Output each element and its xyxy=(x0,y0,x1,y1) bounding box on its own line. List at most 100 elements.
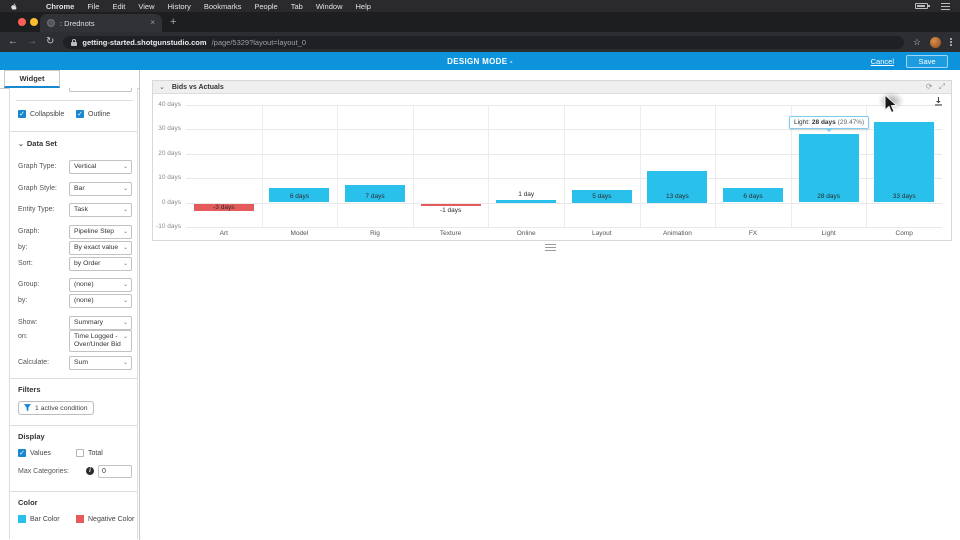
checkbox-checked-icon[interactable]: ✓ xyxy=(76,110,84,118)
y-axis-tick-label: 30 days xyxy=(158,125,181,132)
clipped-field[interactable] xyxy=(69,88,132,92)
menu-list-icon[interactable] xyxy=(941,2,950,10)
outline-checkbox[interactable]: ✓ Outline xyxy=(76,110,111,118)
close-window-button[interactable] xyxy=(18,18,26,26)
field-label: Show: xyxy=(18,318,38,326)
tab-close-icon[interactable]: × xyxy=(150,18,155,27)
values-checkbox[interactable]: ✓ Values xyxy=(18,449,51,457)
chrome-menu-icon[interactable] xyxy=(950,38,952,46)
field-select[interactable]: Bar ⌄ xyxy=(69,181,132,196)
profile-avatar[interactable] xyxy=(930,36,941,48)
x-axis-label-light: Light xyxy=(821,230,836,237)
bar-color-setting[interactable]: Bar Color xyxy=(18,515,60,523)
negative-color-swatch[interactable] xyxy=(76,515,84,523)
color-section-header: Color xyxy=(18,498,38,507)
x-axis-label-comp: Comp xyxy=(895,230,913,237)
download-chart-icon[interactable] xyxy=(934,97,943,106)
field-label: Graph Type: xyxy=(18,162,57,170)
browser-tab-strip: : Drednots × + xyxy=(0,12,960,32)
menu-item[interactable]: Chrome xyxy=(46,1,75,11)
v-gridline xyxy=(261,104,263,227)
v-gridline xyxy=(866,104,868,227)
menu-item[interactable]: View xyxy=(138,1,155,11)
browser-tab[interactable]: : Drednots × xyxy=(40,14,162,32)
v-gridline xyxy=(639,104,641,227)
bar-online[interactable] xyxy=(496,200,557,203)
v-gridline xyxy=(412,104,414,227)
bar-light[interactable] xyxy=(798,133,859,203)
menu-item[interactable]: File xyxy=(87,1,100,11)
field-select[interactable]: Time Logged - Over/Under Bid ⌄ xyxy=(69,330,132,353)
y-axis-tick-label: 10 days xyxy=(158,174,181,181)
forward-icon[interactable]: → xyxy=(27,36,37,47)
save-button[interactable]: Save xyxy=(906,54,948,68)
v-gridline xyxy=(790,104,792,227)
active-condition-button[interactable]: 1 active condition xyxy=(18,401,94,415)
checkbox-checked-icon[interactable]: ✓ xyxy=(18,449,26,457)
checkbox-unchecked-icon[interactable] xyxy=(76,449,84,457)
bar-value-label: 6 days xyxy=(743,192,763,200)
bar-layout[interactable] xyxy=(571,190,632,203)
widget-header[interactable]: ⌄ Bids vs Actuals ⟳ ⤢ xyxy=(153,81,951,94)
max-categories-input[interactable] xyxy=(98,465,132,478)
bar-chart-plot: 40 days 30 days 20 days 10 days 0 days -10 da… xyxy=(153,94,951,240)
field-label: Graph Style: xyxy=(18,184,57,192)
dataset-section-header[interactable]: ⌄ Data Set xyxy=(18,139,57,148)
address-bar[interactable]: getting-started.shotgunstudio.com /page/… xyxy=(63,35,904,49)
back-icon[interactable]: ← xyxy=(8,36,18,47)
chevron-down-icon[interactable]: ⌄ xyxy=(159,84,165,91)
v-gridline xyxy=(488,104,490,227)
bar-animation[interactable] xyxy=(647,170,708,203)
bar-fx[interactable] xyxy=(723,187,783,203)
collapsible-checkbox[interactable]: ✓ Collapsible xyxy=(18,110,65,118)
menu-item[interactable]: Help xyxy=(355,1,371,11)
bar-model[interactable] xyxy=(269,187,330,203)
total-checkbox[interactable]: Total xyxy=(76,449,103,457)
field-select[interactable]: Task ⌄ xyxy=(69,202,132,217)
field-select[interactable]: Vertical ⌄ xyxy=(69,159,132,174)
new-tab-button[interactable]: + xyxy=(170,16,177,28)
minimize-window-button[interactable] xyxy=(30,18,38,26)
field-label: Group: xyxy=(18,281,40,288)
field-select[interactable]: Summary ⌄ xyxy=(69,315,132,330)
field-select[interactable]: by Order ⌄ xyxy=(69,256,132,271)
menu-item[interactable]: Edit xyxy=(112,1,126,11)
menu-item[interactable]: Bookmarks xyxy=(203,1,242,11)
chevron-down-icon: ⌄ xyxy=(122,282,128,288)
info-icon[interactable]: i xyxy=(86,467,94,475)
bar-comp[interactable] xyxy=(874,121,935,203)
bar-rig[interactable] xyxy=(345,185,405,203)
refresh-widget-icon[interactable]: ⟳ xyxy=(925,82,933,91)
bar-value-label: 13 days xyxy=(666,192,689,200)
popout-widget-icon[interactable]: ⤢ xyxy=(938,82,945,91)
cancel-link[interactable]: Cancel xyxy=(870,56,894,66)
negative-color-setting[interactable]: Negative Color xyxy=(76,515,134,523)
field-select[interactable]: (none) ⌄ xyxy=(69,278,132,293)
checkbox-checked-icon[interactable]: ✓ xyxy=(18,110,26,118)
menu-item[interactable]: People xyxy=(254,1,278,11)
field-select[interactable]: By exact value ⌄ xyxy=(69,240,132,255)
y-axis-tick-label: 0 days xyxy=(161,198,181,206)
v-gridline xyxy=(564,104,565,227)
menu-item[interactable]: History xyxy=(167,1,191,11)
field-select[interactable]: Sum ⌄ xyxy=(69,355,132,370)
tab-widget[interactable]: Widget xyxy=(4,70,60,88)
bar-art[interactable] xyxy=(193,203,254,211)
field-label: Entity Type: xyxy=(18,205,55,213)
x-axis-label-layout: Layout xyxy=(592,230,612,237)
widget-resize-grip[interactable] xyxy=(545,244,556,251)
menu-item[interactable]: Tab xyxy=(290,1,303,11)
bar-color-swatch[interactable] xyxy=(18,515,26,523)
url-domain: getting-started.shotgunstudio.com xyxy=(82,37,207,47)
reload-icon[interactable]: ↻ xyxy=(46,36,55,47)
menu-item[interactable]: Window xyxy=(315,1,343,11)
field-select[interactable]: Pipeline Step ⌄ xyxy=(69,224,132,239)
x-axis-label-rig: Rig xyxy=(370,230,380,237)
cursor-motion-blur xyxy=(878,92,904,110)
chevron-down-icon: ⌄ xyxy=(122,185,128,192)
bar-value-label: 7 days xyxy=(365,192,385,200)
chevron-down-icon: ⌄ xyxy=(122,319,128,326)
field-select[interactable]: (none) ⌄ xyxy=(69,293,132,308)
bar-texture[interactable] xyxy=(420,203,481,206)
bookmark-star-icon[interactable]: ☆ xyxy=(912,36,921,47)
